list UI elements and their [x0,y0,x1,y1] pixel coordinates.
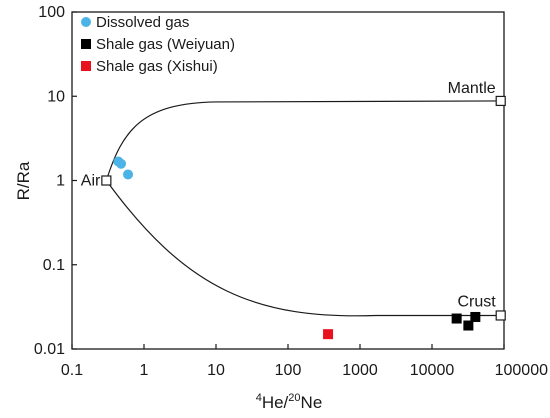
x-tick-label: 1000 [342,362,378,379]
y-tick-label: 100 [38,4,65,21]
y-tick-label: 0.1 [43,257,65,274]
x-tick-label: 100 [275,362,302,379]
end-member-air-marker [101,175,112,186]
y-tick-label: 1 [56,173,65,190]
legend-label: Dissolved gas [96,14,189,31]
x-tick-label: 1 [140,362,149,379]
x-tick-label: 100000 [495,362,548,379]
x-axis-title-base2: Ne [301,393,323,412]
point-series-1 [451,313,462,324]
legend: Dissolved gas Shale gas (Weiyuan) Shale ga… [81,14,235,75]
end-member-air-label: Air [81,173,101,190]
legend-marker [81,61,91,71]
x-tick-label: 10 [207,362,225,379]
end-member-crust-label: Crust [457,293,496,310]
legend-marker [81,17,91,27]
y-tick-label: 0.01 [34,341,65,358]
x-axis-title-base1: He/ [262,393,289,412]
y-axis-title: R/Ra [14,161,33,200]
mixing-curve-air-crust [105,180,501,317]
end-members: Air Mantle Crust [81,80,506,321]
point-series-1 [470,311,481,322]
x-tick-label: 0.1 [61,362,83,379]
point-series-2 [323,329,334,340]
legend-label: Shale gas (Xishui) [96,58,218,75]
mixing-curve-air-mantle [105,100,501,181]
data-points [113,156,481,340]
end-member-mantle-marker [495,95,506,107]
mixing-curves [105,100,501,317]
point-series-1 [463,320,474,331]
x-axis-title: 4He/20Ne [256,392,323,412]
point-series-0 [116,158,127,169]
axis-ticks: 0.1 1 10 100 1000 10000 100000 0.01 0.1 1 10 100 [34,4,548,379]
point-series-0 [123,169,134,180]
end-member-crust-marker [495,310,506,321]
x-axis-title-sup2: 20 [288,392,300,404]
x-axis-title-sup1: 4 [256,392,262,404]
y-tick-label: 10 [47,88,65,105]
end-member-mantle-label: Mantle [448,80,496,97]
legend-marker [81,39,91,49]
x-tick-label: 10000 [410,362,455,379]
legend-label: Shale gas (Weiyuan) [96,36,235,53]
